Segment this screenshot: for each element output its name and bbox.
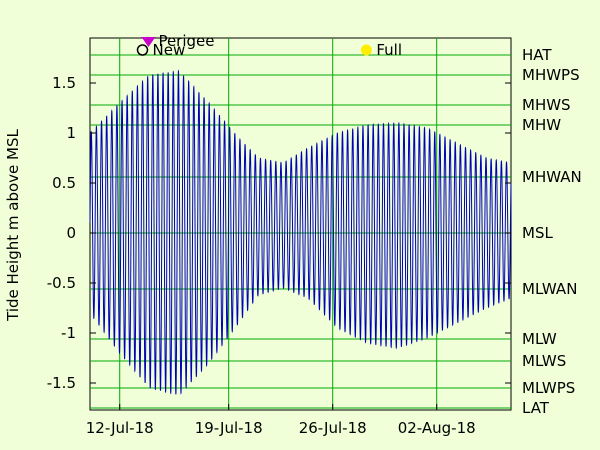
x-tick-label: 02-Aug-18 xyxy=(398,419,476,437)
axis-ticks xyxy=(90,82,511,410)
y-tick-label: -0.5 xyxy=(47,274,76,292)
event-label: Full xyxy=(376,41,402,59)
y-tick-label: 0 xyxy=(66,224,76,242)
tide-trace xyxy=(89,69,512,395)
level-label: MLWS xyxy=(522,352,566,370)
y-axis-title: Tide Height m above MSL xyxy=(4,129,22,322)
event-label: New xyxy=(153,41,186,59)
level-label: MLWAN xyxy=(522,280,577,298)
y-tick-label: -1 xyxy=(61,324,76,342)
x-tick-label: 19-Jul-18 xyxy=(195,419,263,437)
perigee-marker xyxy=(141,37,156,47)
plot-area xyxy=(89,37,512,411)
y-tick-label: 0.5 xyxy=(52,174,76,192)
y-tick-labels: 1.5 1 0.5 0 -0.5 -1 -1.5 xyxy=(47,74,76,392)
tide-series-line xyxy=(89,69,512,395)
y-tick-label: 1.5 xyxy=(52,74,76,92)
level-label: MSL xyxy=(522,224,553,242)
level-label: MHWAN xyxy=(522,168,582,186)
level-label: MHWS xyxy=(522,96,571,114)
level-label: MHWPS xyxy=(522,66,580,84)
full-moon-marker xyxy=(360,44,372,56)
level-label: HAT xyxy=(522,46,552,64)
new-moon-marker xyxy=(136,44,149,56)
x-tick-label: 12-Jul-18 xyxy=(86,419,154,437)
level-label: LAT xyxy=(522,399,550,417)
level-labels: HAT MHWPS MHWS MHW MHWAN MSL MLWAN MLW MLWS MLWPS… xyxy=(522,46,582,417)
y-tick-label: 1 xyxy=(66,124,76,142)
x-tick-labels: 12-Jul-18 19-Jul-18 26-Jul-18 02-Aug-18 xyxy=(86,419,476,437)
y-tick-label: -1.5 xyxy=(47,374,76,392)
x-tick-label: 26-Jul-18 xyxy=(299,419,367,437)
level-label: MLW xyxy=(522,330,557,348)
event-label: Perigee xyxy=(158,32,214,50)
level-label: MLWPS xyxy=(522,379,575,397)
level-label: MHW xyxy=(522,116,561,134)
